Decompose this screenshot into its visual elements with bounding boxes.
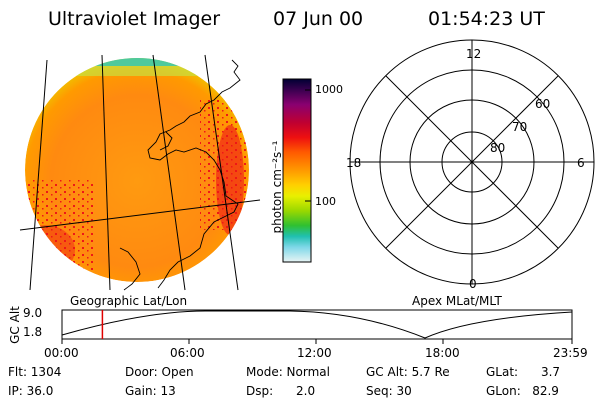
polar-plot <box>349 39 595 285</box>
alt-ytick-1-8: 1.8 <box>23 325 43 339</box>
ip-readout: IP: 36.0 <box>8 384 54 398</box>
mlat-label-60: 60 <box>535 97 551 111</box>
alt-ytick-9: 9.0 <box>23 306 43 320</box>
lon-line <box>204 54 239 291</box>
time-label: 01:54:23 UT <box>428 8 545 30</box>
glat-readout: GLat: 3.7 <box>486 365 561 379</box>
alt-xtick-18: 18:00 <box>425 346 460 360</box>
lon-line <box>101 54 111 291</box>
colorbar-tick-100: 100 <box>315 195 336 208</box>
mlat-label-70: 70 <box>512 120 528 134</box>
alt-xtick-6: 06:00 <box>170 346 205 360</box>
alt-xtick-end: 23:59 <box>553 346 588 360</box>
glon-readout: GLon: 82.9 <box>486 384 559 398</box>
gain-readout: Gain: 13 <box>125 384 176 398</box>
mlt-label-12: 12 <box>466 47 482 61</box>
alt-xtick-12: 12:00 <box>297 346 332 360</box>
door-readout: Door: Open <box>125 365 194 379</box>
mlt-label-18: 18 <box>346 156 362 170</box>
altitude-curve <box>61 310 573 339</box>
polar-caption: Apex MLat/MLT <box>412 294 502 308</box>
mlt-label-0: 0 <box>469 277 477 291</box>
lon-line <box>152 54 186 291</box>
colorbar <box>282 78 312 263</box>
colorbar-tick-1000: 1000 <box>315 83 343 96</box>
seq-readout: Seq: 30 <box>366 384 412 398</box>
alt-xtick-0: 00:00 <box>44 346 79 360</box>
lon-line <box>29 59 48 291</box>
app-title: Ultraviolet Imager <box>48 8 221 30</box>
flight-readout: Flt: 1304 <box>8 365 62 379</box>
date-label: 07 Jun 00 <box>273 8 364 30</box>
dsp-readout: Dsp: 2.0 <box>246 384 316 398</box>
mode-readout: Mode: Normal <box>246 365 330 379</box>
mlt-label-6: 6 <box>577 156 585 170</box>
lat-line <box>19 199 261 231</box>
mlat-label-80: 80 <box>490 141 506 155</box>
geo-caption: Geographic Lat/Lon <box>70 294 188 308</box>
gc-alt-readout: GC Alt: 5.7 Re <box>366 365 450 379</box>
coastline <box>119 59 241 291</box>
altitude-frame <box>61 309 573 340</box>
